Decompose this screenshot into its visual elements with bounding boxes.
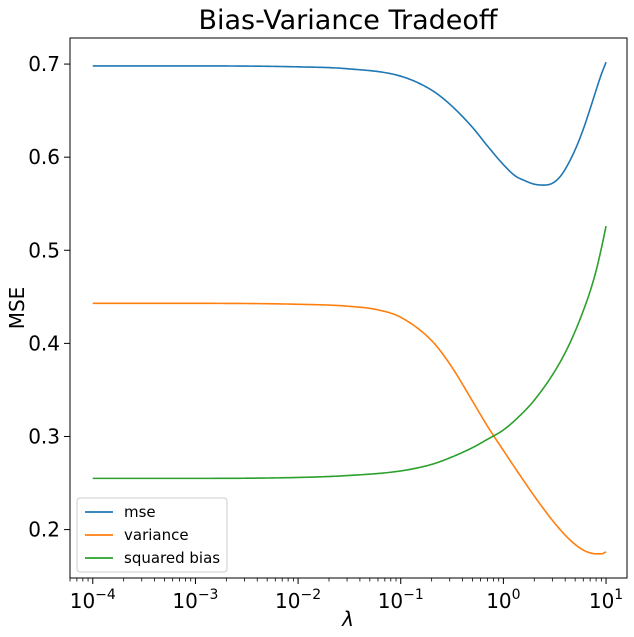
x-tick-label: 100 (486, 587, 520, 613)
series-line-variance (92, 302, 607, 555)
plot-area (69, 37, 628, 579)
y-tick-label: 0.3 (28, 424, 60, 448)
legend-label: squared bias (124, 549, 220, 567)
axes-frame (69, 37, 628, 579)
legend: mse variance squared bias (76, 497, 228, 573)
x-tick-label: 10−1 (378, 587, 424, 613)
legend-label: mse (124, 503, 156, 521)
legend-item: squared bias (85, 549, 220, 567)
legend-item: mse (85, 503, 156, 521)
legend-label: variance (124, 526, 189, 544)
series-line-mse (92, 61, 607, 186)
series-line-squared-bias (92, 225, 607, 480)
chart-title: Bias-Variance Tradeoff (198, 5, 498, 36)
x-axis-label: λ (341, 607, 354, 631)
y-axis-label: MSE (5, 287, 29, 330)
x-axis: 10−4 10−3 10−2 10−1 100 101 (69, 578, 623, 613)
y-tick-label: 0.6 (28, 145, 60, 169)
y-tick-label: 0.5 (28, 238, 60, 262)
y-tick-label: 0.2 (28, 518, 60, 542)
y-tick-label: 0.7 (28, 52, 60, 76)
x-tick-label: 10−2 (275, 587, 321, 613)
legend-frame (76, 497, 228, 573)
x-tick-label: 10−4 (70, 587, 116, 613)
x-tick-label: 10−3 (172, 587, 218, 613)
y-axis: 0.2 0.3 0.4 0.5 0.6 0.7 (28, 52, 70, 542)
legend-item: variance (85, 526, 189, 544)
y-tick-label: 0.4 (28, 331, 60, 355)
x-tick-label: 101 (589, 587, 623, 613)
